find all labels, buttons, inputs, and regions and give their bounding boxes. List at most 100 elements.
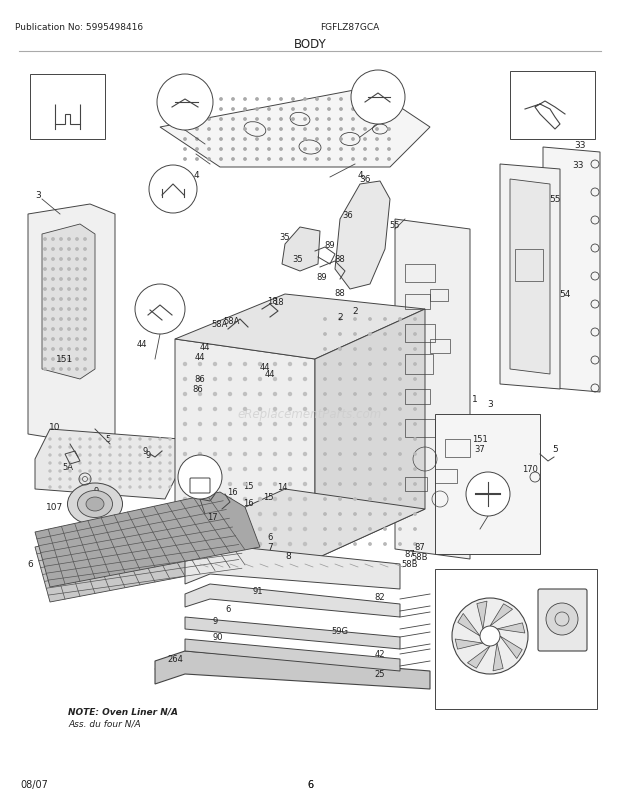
Text: 36: 36 <box>359 176 371 184</box>
Circle shape <box>232 108 234 111</box>
Circle shape <box>44 328 46 330</box>
Circle shape <box>52 328 54 330</box>
Circle shape <box>244 453 247 456</box>
Circle shape <box>84 358 86 361</box>
Polygon shape <box>185 545 400 589</box>
Text: 6: 6 <box>225 605 231 614</box>
Circle shape <box>119 439 121 440</box>
Circle shape <box>69 439 71 440</box>
Circle shape <box>328 128 330 131</box>
Text: 16: 16 <box>242 499 254 508</box>
Circle shape <box>196 159 198 161</box>
Circle shape <box>184 119 186 121</box>
Circle shape <box>244 408 247 411</box>
Text: eReplacementParts.com: eReplacementParts.com <box>238 408 382 421</box>
Circle shape <box>49 455 51 456</box>
Circle shape <box>268 148 270 151</box>
Circle shape <box>69 479 71 480</box>
Polygon shape <box>435 415 540 554</box>
Text: 9: 9 <box>145 451 151 460</box>
Circle shape <box>244 512 247 516</box>
Text: 17: 17 <box>206 512 218 522</box>
Text: 111: 111 <box>452 690 468 699</box>
Circle shape <box>452 598 528 674</box>
Circle shape <box>388 119 390 121</box>
Circle shape <box>399 408 401 411</box>
Circle shape <box>273 438 277 441</box>
Text: 30: 30 <box>372 88 384 97</box>
Circle shape <box>208 148 210 151</box>
Circle shape <box>149 463 151 464</box>
Circle shape <box>273 543 277 546</box>
Circle shape <box>198 528 202 531</box>
Circle shape <box>198 468 202 471</box>
Circle shape <box>208 119 210 121</box>
Circle shape <box>351 71 405 125</box>
Circle shape <box>59 439 61 440</box>
Circle shape <box>364 119 366 121</box>
Circle shape <box>229 438 231 441</box>
Circle shape <box>184 378 187 381</box>
Circle shape <box>340 139 342 141</box>
Circle shape <box>139 447 141 448</box>
Text: 15: 15 <box>243 482 253 491</box>
Circle shape <box>354 423 356 426</box>
Circle shape <box>119 479 121 480</box>
Circle shape <box>68 309 70 311</box>
Text: 58B: 58B <box>402 560 418 569</box>
Bar <box>405 477 427 492</box>
Circle shape <box>169 455 171 456</box>
Circle shape <box>60 348 62 350</box>
Circle shape <box>399 543 401 545</box>
Circle shape <box>69 463 71 464</box>
Circle shape <box>184 139 186 141</box>
Bar <box>515 249 543 282</box>
Circle shape <box>292 139 294 141</box>
Circle shape <box>213 512 216 516</box>
Circle shape <box>384 379 386 381</box>
Circle shape <box>388 99 390 101</box>
Circle shape <box>339 498 341 500</box>
Circle shape <box>324 408 326 411</box>
Circle shape <box>184 99 186 101</box>
Circle shape <box>149 166 197 214</box>
Polygon shape <box>315 310 425 559</box>
Circle shape <box>84 368 86 371</box>
Circle shape <box>44 289 46 291</box>
Circle shape <box>213 498 216 501</box>
Circle shape <box>273 498 277 501</box>
Circle shape <box>232 119 234 121</box>
Circle shape <box>68 298 70 301</box>
Circle shape <box>44 309 46 311</box>
Circle shape <box>268 159 270 161</box>
Circle shape <box>273 363 277 366</box>
Circle shape <box>292 108 294 111</box>
Circle shape <box>52 258 54 261</box>
Circle shape <box>304 512 306 516</box>
Circle shape <box>256 119 258 121</box>
Circle shape <box>304 119 306 121</box>
Circle shape <box>44 318 46 321</box>
Text: 54: 54 <box>559 290 570 299</box>
Circle shape <box>60 309 62 311</box>
Circle shape <box>340 108 342 111</box>
Circle shape <box>60 249 62 251</box>
Circle shape <box>68 358 70 361</box>
Circle shape <box>76 238 78 241</box>
Circle shape <box>49 463 51 464</box>
Circle shape <box>79 463 81 464</box>
Circle shape <box>159 455 161 456</box>
Circle shape <box>119 455 121 456</box>
Circle shape <box>256 108 258 111</box>
Circle shape <box>244 99 246 101</box>
Text: 9: 9 <box>143 447 148 456</box>
Text: Ass. du four N/A: Ass. du four N/A <box>68 719 141 727</box>
Text: 29: 29 <box>194 468 206 477</box>
Circle shape <box>59 471 61 472</box>
Circle shape <box>49 479 51 480</box>
Circle shape <box>354 513 356 516</box>
Circle shape <box>169 439 171 440</box>
Circle shape <box>384 423 386 426</box>
Circle shape <box>324 483 326 485</box>
Bar <box>30 75 105 140</box>
